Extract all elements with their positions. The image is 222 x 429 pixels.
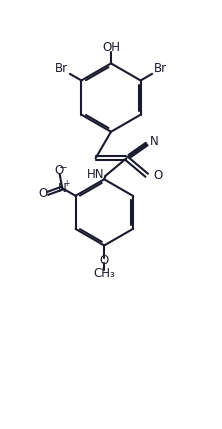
Text: O: O [100,254,109,267]
Text: Br: Br [154,62,167,76]
Text: O: O [38,187,48,200]
Text: O: O [54,163,63,176]
Text: −: − [59,163,68,173]
Text: OH: OH [102,41,120,54]
Text: HN: HN [87,168,104,181]
Text: O: O [153,169,162,182]
Text: N: N [58,181,67,195]
Text: Br: Br [55,62,68,76]
Text: +: + [63,179,69,188]
Text: N: N [150,135,159,148]
Text: CH₃: CH₃ [93,267,115,280]
